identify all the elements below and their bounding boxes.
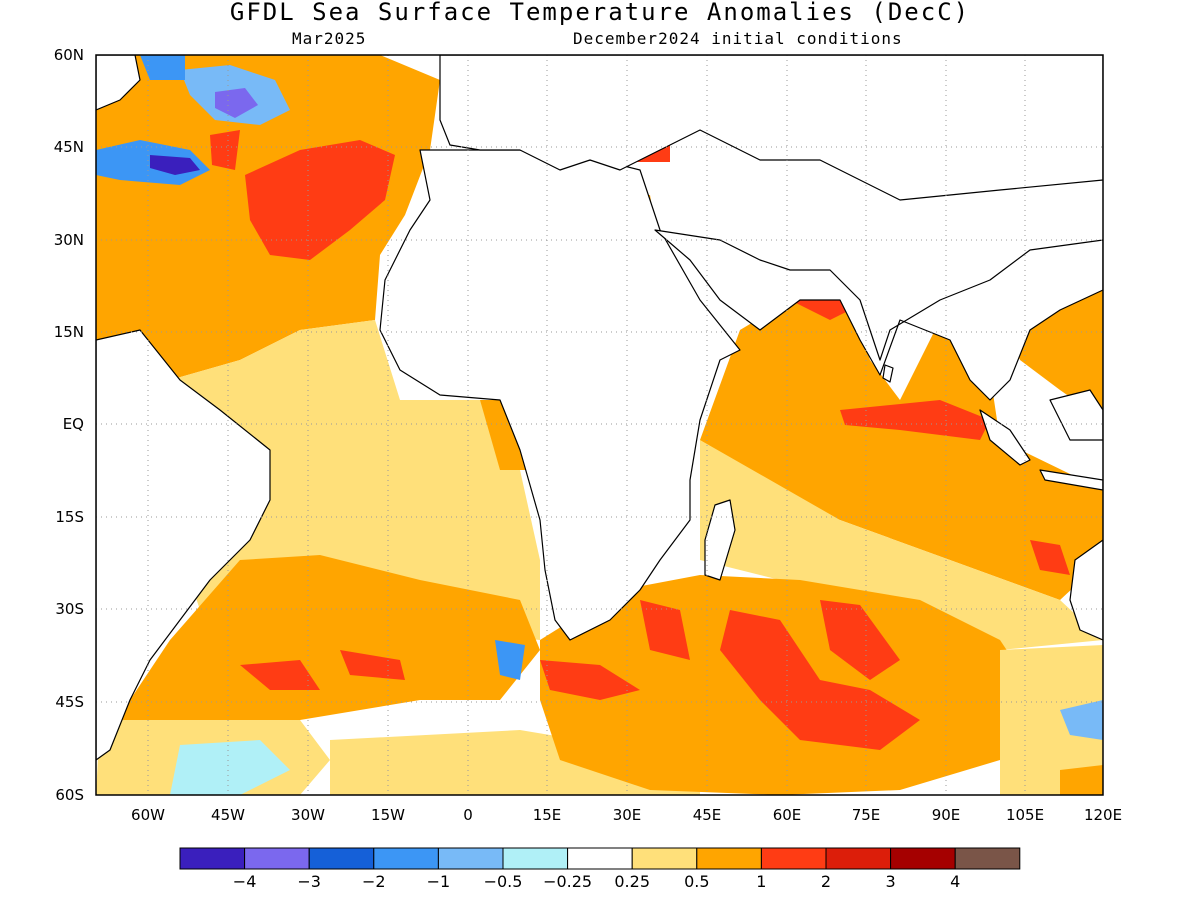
lon-label: 120E xyxy=(1084,806,1122,824)
lon-label: 45W xyxy=(211,806,245,824)
colorbar-swatch xyxy=(179,847,246,870)
colorbar-swatch xyxy=(308,847,375,870)
colorbar-swatch xyxy=(437,847,504,870)
colorbar-swatch xyxy=(825,847,892,870)
lon-label: 90E xyxy=(932,806,961,824)
lat-label: 60S xyxy=(55,786,84,804)
java xyxy=(1039,469,1103,491)
lon-label: 60E xyxy=(773,806,802,824)
colorbar-label: 4 xyxy=(950,872,960,891)
lon-label: 30E xyxy=(613,806,642,824)
australia xyxy=(1069,539,1103,641)
lon-label: 0 xyxy=(463,806,473,824)
colorbar-label: 1 xyxy=(756,872,766,891)
colorbar-swatch xyxy=(890,847,956,870)
longitude-axis: 60W 45W 30W 15W 0 15E 30E 45E 60E 75E 90… xyxy=(131,806,1122,824)
lat-label: 15N xyxy=(54,323,84,341)
lon-label: 30W xyxy=(291,806,325,824)
lat-label: 30S xyxy=(55,600,84,618)
lat-label: 15S xyxy=(55,508,84,526)
colorbar-swatch xyxy=(373,847,439,870)
colorbar-swatch xyxy=(954,847,1021,870)
colorbar-label: 0.25 xyxy=(614,872,650,891)
lon-label: 75E xyxy=(852,806,881,824)
colorbar-label: −2 xyxy=(362,872,386,891)
colorbar-label: −3 xyxy=(297,872,321,891)
lon-label: 45E xyxy=(693,806,722,824)
graticule xyxy=(96,55,1103,795)
map-title: GFDL Sea Surface Temperature Anomalies (… xyxy=(229,0,971,26)
colorbar-swatch xyxy=(502,847,569,870)
lon-label: 15W xyxy=(371,806,405,824)
lat-label: 45S xyxy=(55,693,84,711)
colorbar-label: 2 xyxy=(821,872,831,891)
lat-label: 60N xyxy=(54,46,84,64)
colorbar-swatch xyxy=(696,847,762,870)
map-frame xyxy=(95,54,1104,796)
forecast-month: Mar2025 xyxy=(292,29,367,48)
north-america xyxy=(96,55,141,111)
colorbar-swatch xyxy=(244,847,310,870)
sri-lanka xyxy=(882,364,894,383)
lat-label: EQ xyxy=(63,415,84,433)
lat-label: 45N xyxy=(54,138,84,156)
south-america xyxy=(96,329,271,761)
colorbar-label: −0.5 xyxy=(484,872,523,891)
colorbar-swatch xyxy=(631,847,698,870)
madagascar xyxy=(704,499,736,581)
colorbar-label: −1 xyxy=(427,872,451,891)
colorbar-label: 0.5 xyxy=(684,872,709,891)
sumatra xyxy=(979,409,1031,466)
colorbar-label: −0.25 xyxy=(543,872,592,891)
borneo xyxy=(1049,389,1103,441)
lon-label: 60W xyxy=(131,806,165,824)
colorbar-label: 3 xyxy=(886,872,896,891)
lon-label: 15E xyxy=(533,806,562,824)
colorbar-label: −4 xyxy=(233,872,257,891)
lon-label: 105E xyxy=(1006,806,1044,824)
initial-conditions-label: December2024 initial conditions xyxy=(573,29,903,48)
eurasia xyxy=(439,55,1103,201)
colorbar-swatch xyxy=(567,847,633,870)
land-masses xyxy=(96,55,1103,761)
lat-label: 30N xyxy=(54,231,84,249)
colorbar-swatch xyxy=(760,847,827,870)
colorbar: −4 −3 −2 −1 −0.5 −0.25 0.25 0.5 1 2 3 4 xyxy=(179,847,1021,891)
asia-south xyxy=(654,229,1103,401)
latitude-axis: 60N 45N 30N 15N EQ 15S 30S 45S 60S xyxy=(54,46,84,804)
